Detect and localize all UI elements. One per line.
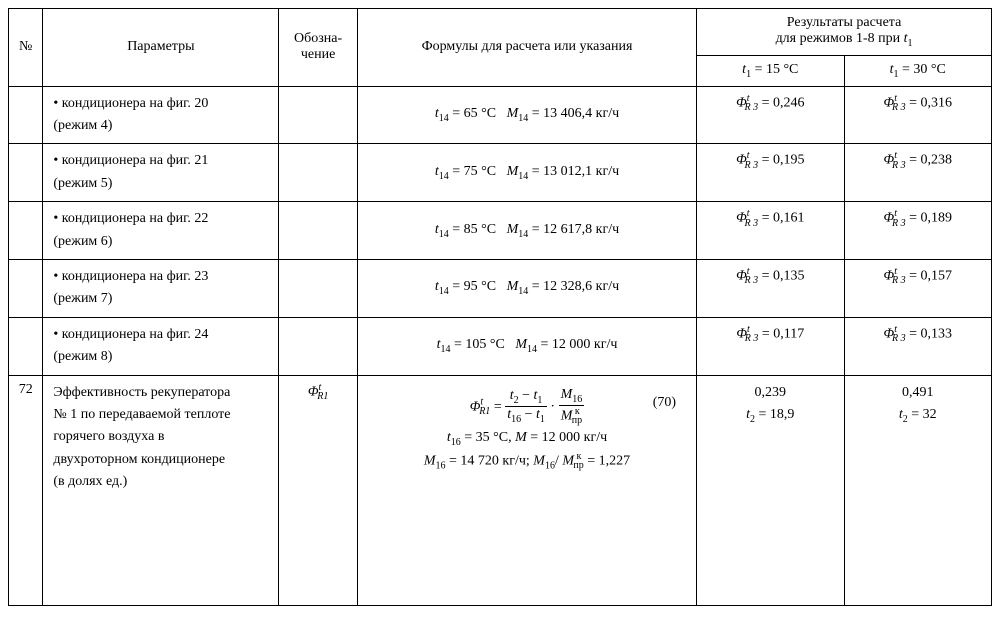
cell-param: • кондиционера на фиг. 20(режим 4) <box>43 86 279 144</box>
cell-symbol <box>279 144 358 202</box>
table-row: • кондиционера на фиг. 22(режим 6) t14 = … <box>9 202 992 260</box>
cell-param: • кондиционера на фиг. 23(режим 7) <box>43 259 279 317</box>
cell-symbol <box>279 317 358 375</box>
table-row: • кондиционера на фиг. 24(режим 8) t14 = … <box>9 317 992 375</box>
table-row: • кондиционера на фиг. 21(режим 5) t14 = … <box>9 144 992 202</box>
cell-symbol <box>279 259 358 317</box>
cell-num <box>9 259 43 317</box>
cell-formula: t14 = 85 °C M14 = 12 617,8 кг/ч <box>357 202 696 260</box>
cell-formula: t14 = 105 °C M14 = 12 000 кг/ч <box>357 317 696 375</box>
table-row-72: 72Эффективность рекуператора№ 1 по перед… <box>9 375 992 605</box>
table-row: • кондиционера на фиг. 23(режим 7) t14 = … <box>9 259 992 317</box>
cell-symbol <box>279 86 358 144</box>
cell-formula: t14 = 75 °C M14 = 13 012,1 кг/ч <box>357 144 696 202</box>
hdr-col30: t1 = 30 °C <box>844 55 991 86</box>
cell-formula: t14 = 65 °C M14 = 13 406,4 кг/ч <box>357 86 696 144</box>
cell-res30: ΦtR 3 = 0,133 <box>844 317 991 375</box>
calc-table: № Параметры Обозна- чение Формулы для ра… <box>8 8 992 606</box>
cell-res30: ΦtR 3 = 0,157 <box>844 259 991 317</box>
cell-param: • кондиционера на фиг. 22(режим 6) <box>43 202 279 260</box>
table-row: • кондиционера на фиг. 20(режим 4) t14 = … <box>9 86 992 144</box>
cell-res15: 0,239t2 = 18,9 <box>697 375 844 605</box>
cell-symbol: ΦtR1 <box>279 375 358 605</box>
cell-formula: ΦtR1 = t2 − t1t16 − t1 · M16M кпр(70)t16… <box>357 375 696 605</box>
cell-param: • кондиционера на фиг. 24(режим 8) <box>43 317 279 375</box>
cell-symbol <box>279 202 358 260</box>
hdr-num: № <box>9 9 43 87</box>
cell-res15: ΦtR 3 = 0,135 <box>697 259 844 317</box>
hdr-formula: Формулы для расчета или указания <box>357 9 696 87</box>
hdr-col15: t1 = 15 °C <box>697 55 844 86</box>
cell-num <box>9 144 43 202</box>
cell-res15: ΦtR 3 = 0,161 <box>697 202 844 260</box>
cell-res15: ΦtR 3 = 0,246 <box>697 86 844 144</box>
cell-formula: t14 = 95 °C M14 = 12 328,6 кг/ч <box>357 259 696 317</box>
cell-num: 72 <box>9 375 43 605</box>
cell-res30: ΦtR 3 = 0,238 <box>844 144 991 202</box>
hdr-symbol: Обозна- чение <box>279 9 358 87</box>
cell-num <box>9 202 43 260</box>
hdr-results: Результаты расчета для режимов 1-8 при t… <box>697 9 992 56</box>
cell-num <box>9 86 43 144</box>
hdr-params: Параметры <box>43 9 279 87</box>
cell-num <box>9 317 43 375</box>
cell-res15: ΦtR 3 = 0,117 <box>697 317 844 375</box>
cell-res30: 0,491t2 = 32 <box>844 375 991 605</box>
cell-param: • кондиционера на фиг. 21(режим 5) <box>43 144 279 202</box>
cell-param: Эффективность рекуператора№ 1 по передав… <box>43 375 279 605</box>
cell-res30: ΦtR 3 = 0,189 <box>844 202 991 260</box>
cell-res15: ΦtR 3 = 0,195 <box>697 144 844 202</box>
cell-res30: ΦtR 3 = 0,316 <box>844 86 991 144</box>
